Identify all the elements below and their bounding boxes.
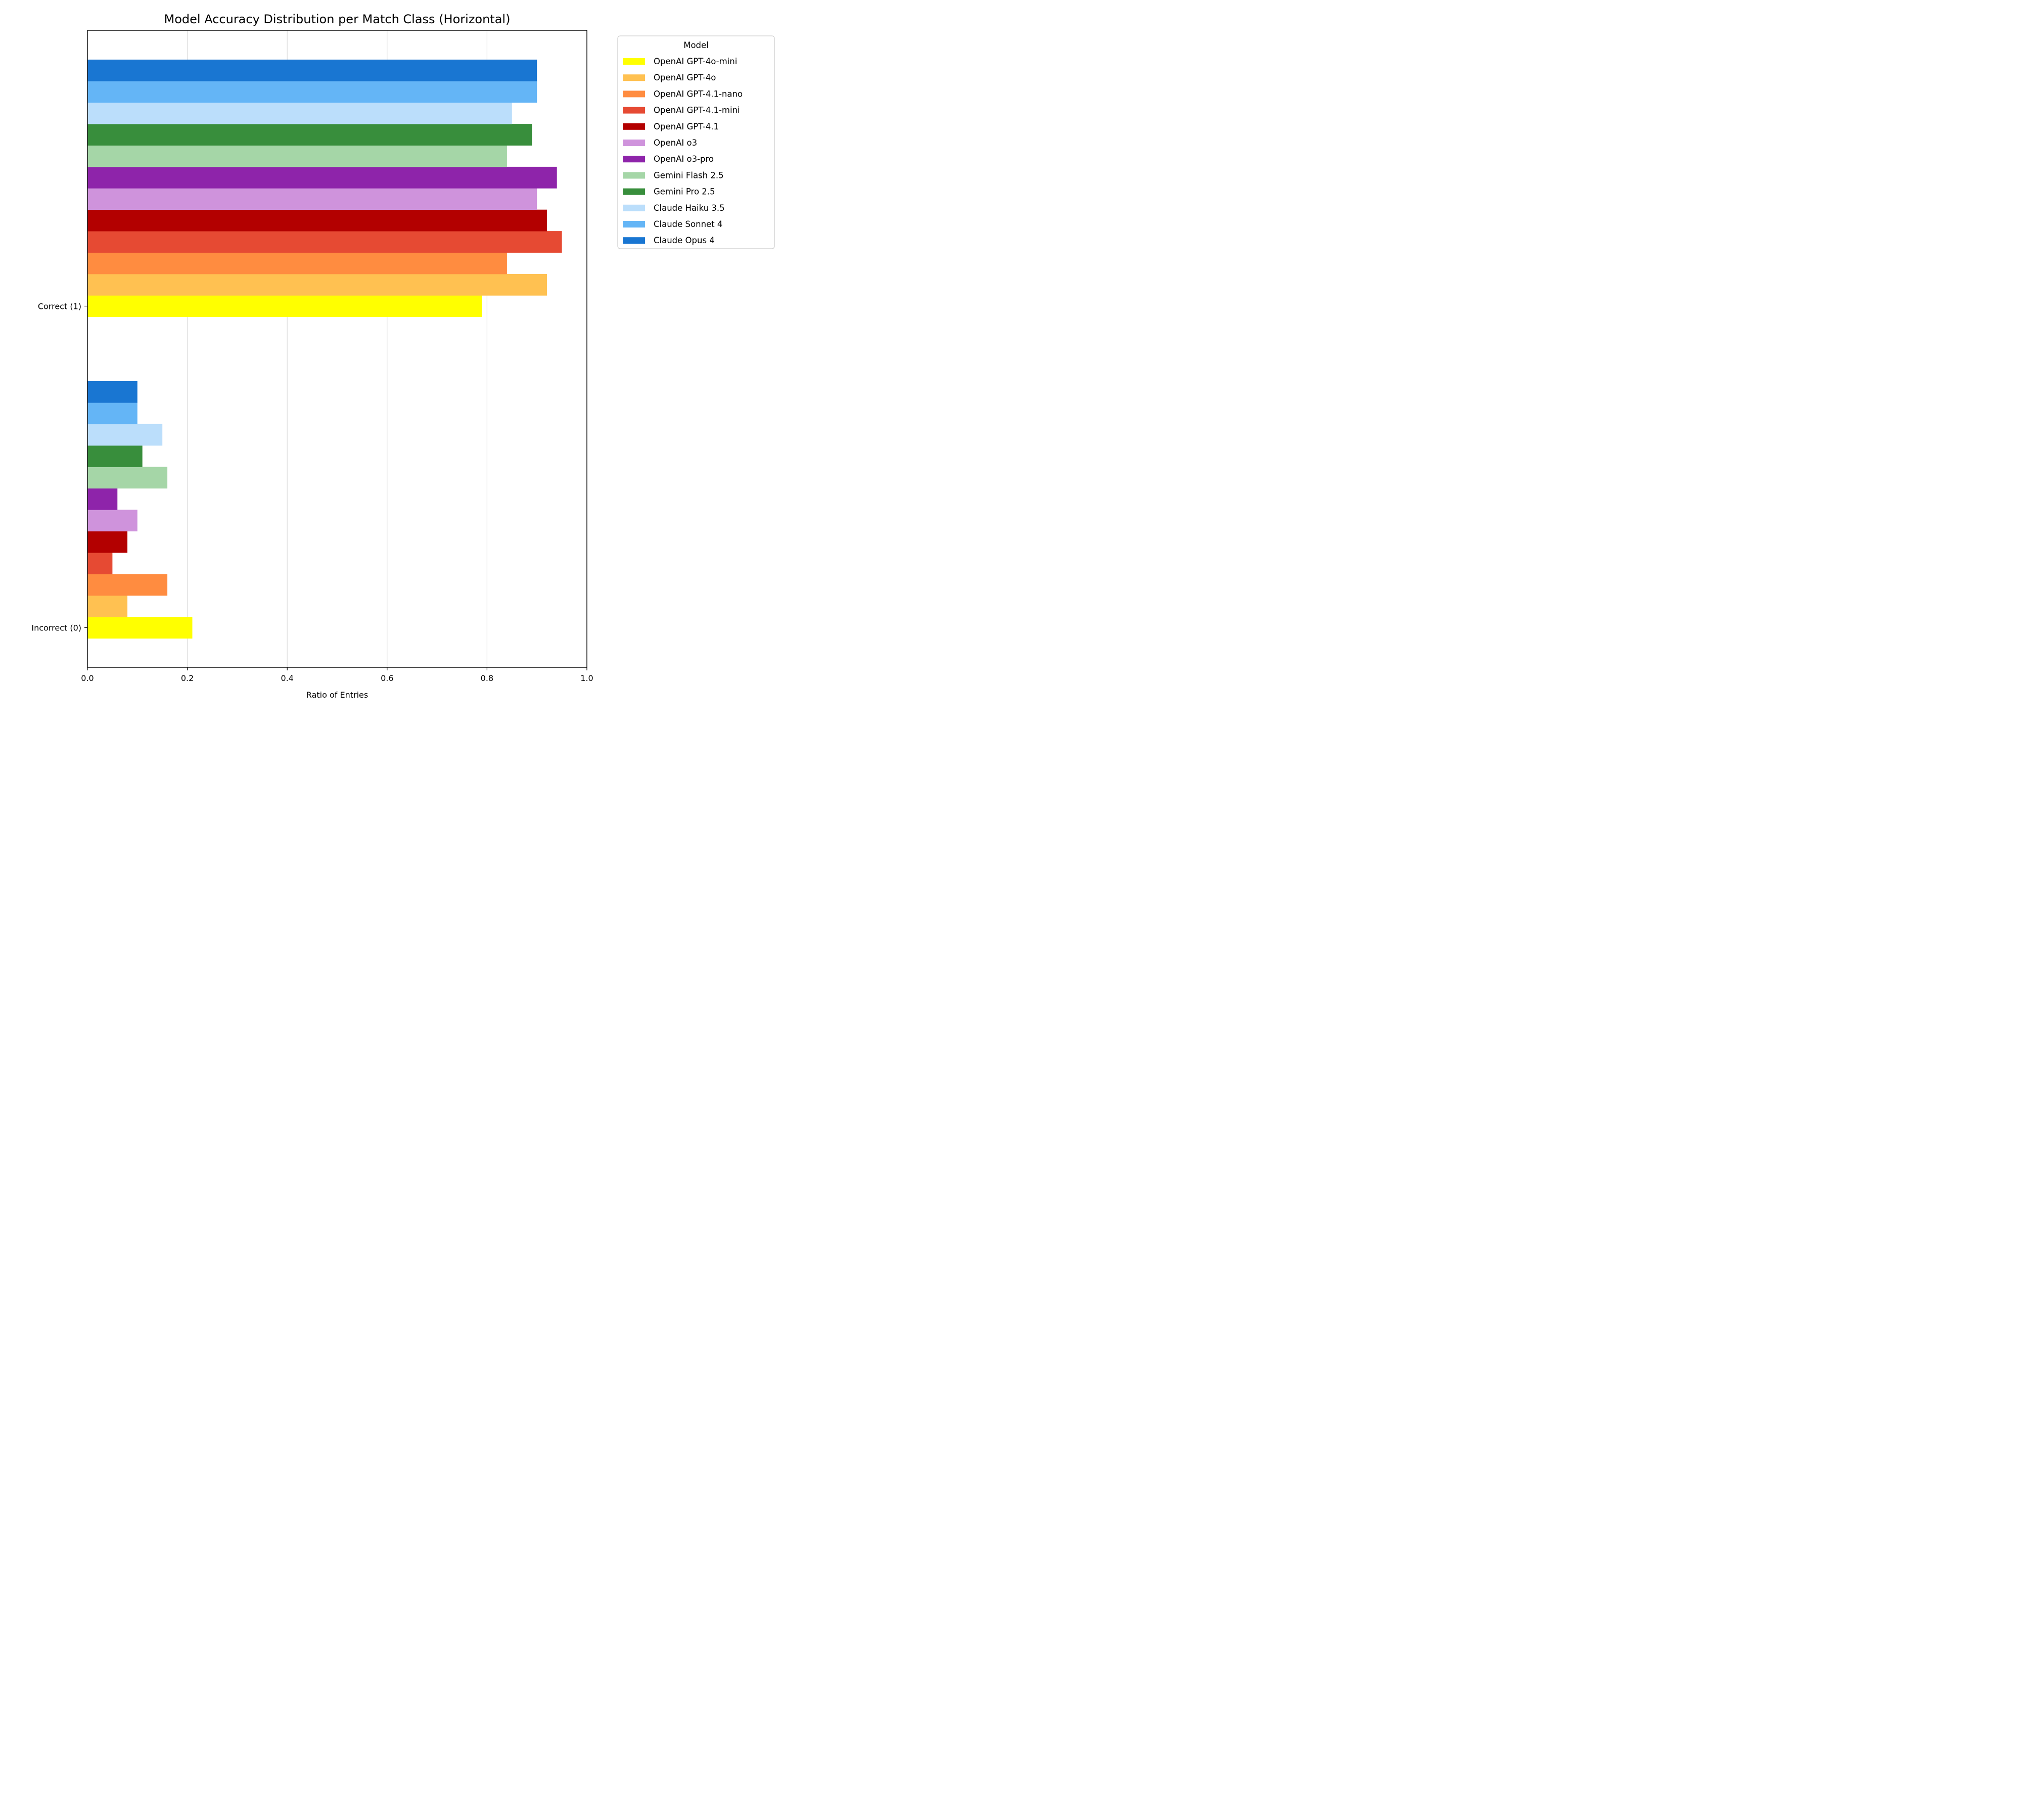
bar xyxy=(87,531,128,553)
bar xyxy=(87,424,163,446)
legend-label: Claude Opus 4 xyxy=(654,236,715,245)
legend-swatch xyxy=(623,74,645,81)
y-axis: Incorrect (0) Correct (1) xyxy=(31,302,87,633)
bar xyxy=(87,553,113,574)
legend-swatch xyxy=(623,140,645,146)
legend-swatch xyxy=(623,172,645,179)
bar xyxy=(87,188,537,210)
legend-label: OpenAI GPT-4.1-nano xyxy=(654,89,743,99)
bar xyxy=(87,595,128,617)
legend-label: OpenAI o3-pro xyxy=(654,154,714,164)
bar xyxy=(87,166,557,189)
legend-label: Gemini Flash 2.5 xyxy=(654,170,724,180)
chart-title: Model Accuracy Distribution per Match Cl… xyxy=(164,12,511,26)
legend-swatch xyxy=(623,156,645,163)
bar xyxy=(87,574,168,596)
bar xyxy=(87,381,137,403)
bar xyxy=(87,445,143,467)
legend-swatch xyxy=(623,123,645,130)
y-tick-label: Correct (1) xyxy=(38,302,81,311)
legend-label: OpenAI GPT-4.1-mini xyxy=(654,106,740,115)
x-tick-label: 0.8 xyxy=(481,673,493,683)
legend-label: OpenAI o3 xyxy=(654,138,697,148)
x-axis-label: Ratio of Entries xyxy=(306,690,368,700)
legend-swatch xyxy=(623,107,645,114)
bar xyxy=(87,231,562,253)
bar xyxy=(87,59,537,81)
legend-swatch xyxy=(623,204,645,211)
bar xyxy=(87,124,532,146)
legend-frame xyxy=(617,35,775,249)
bar xyxy=(87,209,547,232)
legend-swatch xyxy=(623,237,645,244)
bar xyxy=(87,510,137,532)
x-tick-label: 1.0 xyxy=(580,673,593,683)
plot-frame xyxy=(87,30,587,668)
bar xyxy=(87,402,137,425)
legend-label: Claude Haiku 3.5 xyxy=(654,203,725,213)
x-tick-label: 0.0 xyxy=(81,673,94,683)
bar xyxy=(87,467,168,489)
legend: Model OpenAI GPT-4o-mini OpenAI GPT-4o Ope… xyxy=(617,35,775,249)
bar xyxy=(87,81,537,103)
bar xyxy=(87,102,512,124)
bar xyxy=(87,617,193,639)
x-tick-label: 0.6 xyxy=(381,673,393,683)
bar xyxy=(87,145,507,167)
x-tick-label: 0.4 xyxy=(281,673,293,683)
chart: Model Accuracy Distribution per Match Cl… xyxy=(31,12,775,700)
bar xyxy=(87,295,482,317)
legend-label: OpenAI GPT-4o-mini xyxy=(654,57,737,66)
legend-swatch xyxy=(623,188,645,195)
y-tick-label: Incorrect (0) xyxy=(31,623,81,633)
bar xyxy=(87,488,118,510)
bar xyxy=(87,252,507,275)
legend-swatch xyxy=(623,221,645,228)
legend-label: Claude Sonnet 4 xyxy=(654,219,722,229)
legend-title: Model xyxy=(683,40,709,50)
legend-label: OpenAI GPT-4.1 xyxy=(654,122,719,131)
bar xyxy=(87,274,547,296)
legend-label: OpenAI GPT-4o xyxy=(654,73,716,82)
x-tick-label: 0.2 xyxy=(181,673,194,683)
legend-swatch xyxy=(623,90,645,98)
bars xyxy=(87,59,562,639)
x-axis: 0.0 0.2 0.4 0.6 0.8 1.0 xyxy=(81,667,593,683)
legend-swatch xyxy=(623,58,645,65)
legend-label: Gemini Pro 2.5 xyxy=(654,187,715,197)
